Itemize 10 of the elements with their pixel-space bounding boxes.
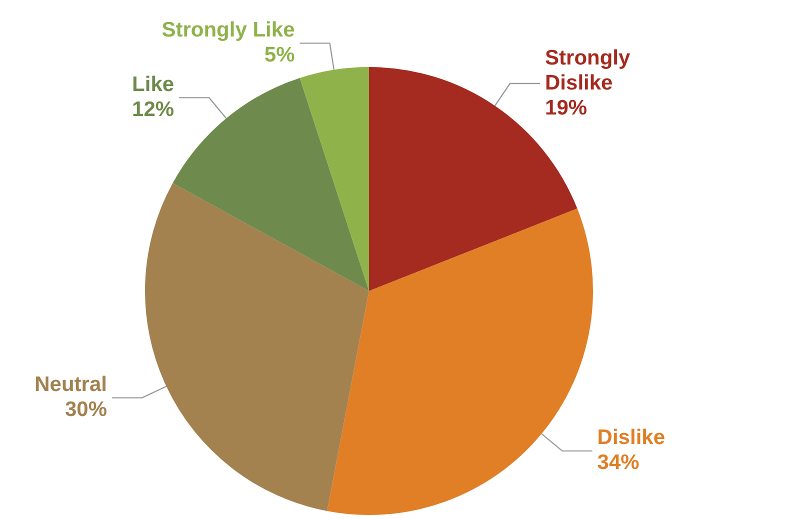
data-label: 34% bbox=[597, 451, 640, 474]
data-label: 30% bbox=[64, 398, 108, 422]
data-label: 19% bbox=[545, 96, 588, 120]
data-label: 12% bbox=[132, 98, 174, 121]
slice-label: Neutral bbox=[34, 373, 107, 396]
slice-label: Dislike bbox=[597, 426, 666, 450]
slice-label: Like bbox=[132, 72, 174, 96]
slice-label: Strongly Like bbox=[162, 18, 295, 42]
data-label: 5% bbox=[264, 44, 296, 67]
slice-label: Strongly Dislike bbox=[545, 46, 631, 94]
